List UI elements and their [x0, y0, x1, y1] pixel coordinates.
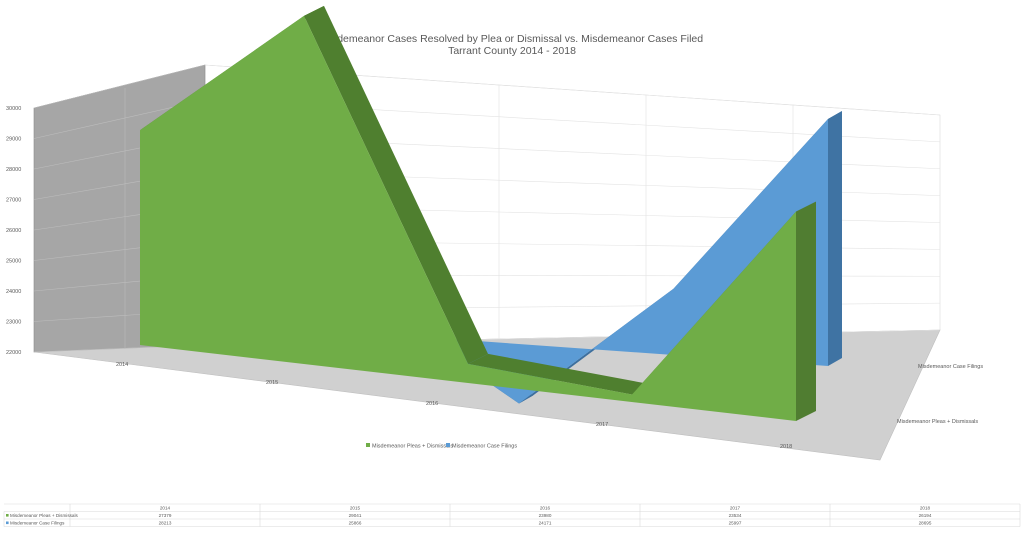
- y-tick-label: 30000: [6, 106, 21, 112]
- table-header-cell: 2017: [730, 506, 741, 511]
- table-row-label: Misdemeanor Pleas + Dismissals: [10, 513, 78, 518]
- y-tick-label: 27000: [6, 198, 21, 204]
- y-tick-label: 28000: [6, 167, 21, 173]
- y-tick-label: 29000: [6, 137, 21, 143]
- pleas-area-side: [796, 201, 816, 421]
- legend-swatch: [446, 443, 450, 447]
- legend-label: Misdemeanor Case Filings: [452, 443, 517, 449]
- x-category-label: 2015: [266, 380, 278, 386]
- table-cell: 27379: [159, 513, 172, 518]
- table-cell: 25866: [349, 521, 362, 526]
- y-tick-label: 26000: [6, 228, 21, 234]
- pleas-area-top-segment: [468, 353, 652, 395]
- pleas-area-top-segment: [304, 5, 488, 364]
- table-header-cell: 2014: [160, 506, 171, 511]
- table-header-cell: 2018: [920, 506, 931, 511]
- y-tick-label: 24000: [6, 289, 21, 295]
- y-tick-label: 22000: [6, 350, 21, 356]
- table-row-label: Misdemeanor Case Filings: [10, 521, 65, 526]
- table-header-cell: 2015: [350, 506, 361, 511]
- table-legend-key: [6, 521, 9, 525]
- table-legend-key: [6, 514, 9, 517]
- side-gridline: [33, 64, 206, 109]
- pleas-area-front: [140, 15, 796, 422]
- table-cell: 25997: [729, 521, 742, 526]
- table-cell: 28213: [159, 521, 172, 526]
- x-category-label: 2018: [780, 444, 792, 450]
- chart-title: Misdemeanor Cases Resolved by Plea or Di…: [320, 33, 704, 45]
- depth-axis-label: Misdemeanor Case Filings: [918, 364, 983, 370]
- y-tick-label: 23000: [6, 320, 21, 326]
- x-category-label: 2017: [596, 422, 608, 428]
- x-category-label: 2014: [116, 362, 128, 368]
- table-cell: 23980: [539, 513, 552, 518]
- legend-label: Misdemeanor Pleas + Dismissals: [372, 443, 453, 449]
- x-category-label: 2016: [426, 401, 438, 407]
- table-cell: 29041: [349, 513, 362, 518]
- depth-axis-label: Misdemeanor Pleas + Dismissals: [897, 419, 978, 425]
- chart-subtitle: Tarrant County 2014 - 2018: [448, 45, 576, 57]
- table-cell: 28695: [919, 521, 932, 526]
- table-header-cell: 2016: [540, 506, 551, 511]
- table-cell: 23534: [729, 513, 742, 518]
- filings-area-side: [828, 111, 842, 366]
- table-cell: 24171: [539, 521, 552, 526]
- legend-swatch: [366, 443, 370, 447]
- y-tick-label: 25000: [6, 259, 21, 265]
- table-cell: 26194: [919, 513, 932, 518]
